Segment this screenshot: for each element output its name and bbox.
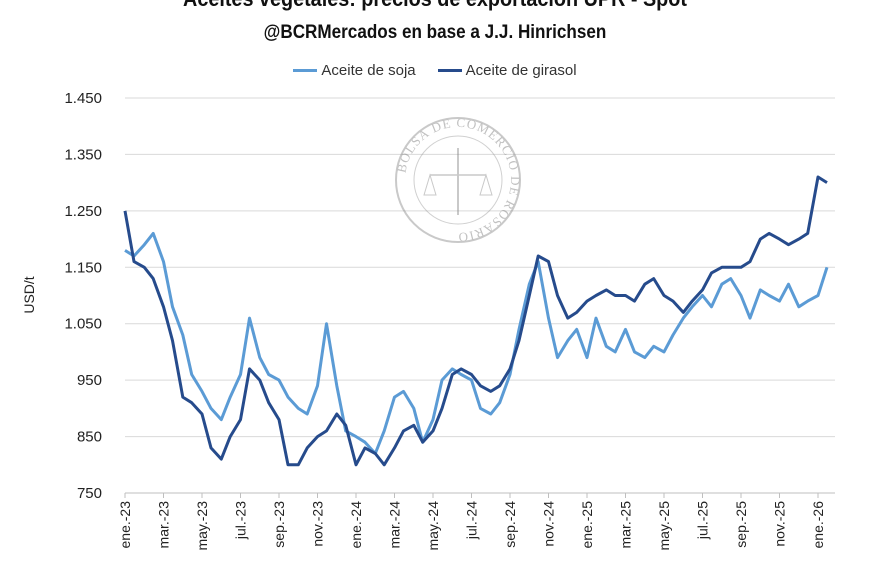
- legend-label-soja: Aceite de soja: [321, 62, 416, 79]
- y-tick-label: 1.150: [64, 259, 102, 276]
- legend-item-soja: Aceite de soja: [293, 62, 416, 79]
- x-tick-label: may.-25: [656, 501, 672, 551]
- series-line-soja: [124, 231, 829, 455]
- x-tick-label: nov.-25: [772, 501, 788, 547]
- x-tick-label: nov.-24: [541, 501, 557, 547]
- x-tick-label: nov.-23: [310, 501, 326, 547]
- y-tick-label: 850: [77, 429, 102, 446]
- y-tick-label: 950: [77, 372, 102, 389]
- x-tick-label: sep.-23: [271, 501, 287, 548]
- y-axis-label: USD/t: [21, 276, 37, 313]
- x-tick-label: mar.-25: [618, 501, 634, 549]
- y-tick-label: 1.450: [64, 90, 102, 107]
- x-tick-label: sep.-24: [502, 501, 518, 548]
- x-tick-label: jul.-24: [464, 501, 480, 540]
- x-tick-label: ene.-23: [117, 501, 133, 549]
- y-tick-label: 1.350: [64, 146, 102, 163]
- x-tick-label: jul.-25: [695, 501, 711, 540]
- x-tick-label: jul.-23: [233, 501, 249, 540]
- y-tick-label: 750: [77, 485, 102, 502]
- bcr-seal-watermark: BOLSA DE COMERCIO DE ROSARIO: [393, 115, 522, 245]
- series-line-girasol: [123, 175, 828, 467]
- x-tick-label: may.-23: [194, 501, 210, 551]
- x-tick-label: sep.-25: [733, 501, 749, 548]
- x-tick-label: ene.-25: [579, 501, 595, 549]
- y-tick-label: 1.050: [64, 316, 102, 333]
- x-tick-label: ene.-26: [810, 501, 826, 549]
- legend-swatch-girasol: [437, 69, 462, 72]
- x-tick-label: mar.-23: [156, 501, 172, 549]
- chart-subtitle: @BCRMercados en base a J.J. Hinrichsen: [263, 22, 607, 43]
- y-tick-label: 1.250: [64, 203, 102, 220]
- legend: Aceite de soja Aceite de girasol: [0, 62, 870, 79]
- x-tick-label: may.-24: [425, 501, 441, 551]
- legend-swatch-soja: [293, 69, 318, 72]
- legend-label-girasol: Aceite de girasol: [465, 62, 577, 79]
- x-tick-label: ene.-24: [348, 501, 364, 549]
- legend-item-girasol: Aceite de girasol: [437, 62, 577, 79]
- x-tick-label: mar.-24: [387, 501, 403, 549]
- chart-title: Aceites vegetales: precios de exportació…: [44, 0, 827, 12]
